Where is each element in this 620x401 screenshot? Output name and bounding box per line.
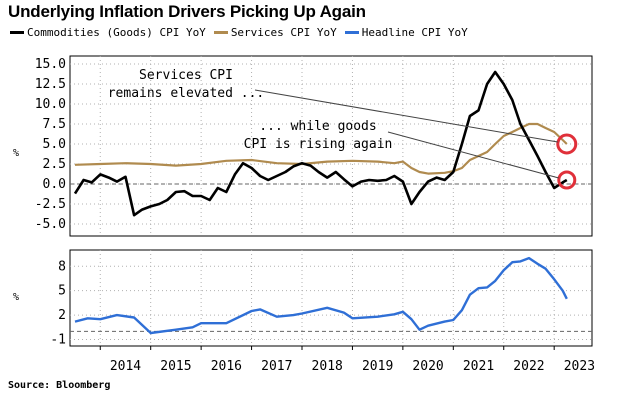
bottom-y-tick-label: 5 (58, 284, 66, 299)
x-tick-label-2015: 2015 (160, 359, 191, 374)
x-tick-label-2019: 2019 (362, 359, 393, 374)
annotation-goods-line1: ... while goods (259, 119, 376, 134)
top-y-tick-label: -5.0 (35, 217, 66, 232)
bottom-panel-frame (69, 249, 593, 347)
chart-title: Underlying Inflation Drivers Picking Up … (8, 2, 366, 21)
legend-label-services: Services CPI YoY (230, 26, 337, 39)
legend-label-headline: Headline CPI YoY (361, 26, 468, 39)
annotation-services-line2: remains elevated ... (108, 86, 265, 101)
x-tick-label-2018: 2018 (312, 359, 343, 374)
bottom-y-tick-label: 2 (58, 308, 66, 323)
x-tick-label-2023: 2023 (564, 359, 595, 374)
legend: Commodities (Goods) CPI YoY Services CPI… (10, 26, 468, 39)
top-y-tick-label: 0.0 (43, 177, 66, 192)
x-tick-label-2021: 2021 (463, 359, 494, 374)
legend-swatch-services (213, 31, 228, 34)
bottom-y-tick-label: 8 (58, 259, 66, 274)
source-note: Source: Bloomberg (8, 380, 111, 391)
legend-item-services: Services CPI YoY (213, 26, 337, 39)
x-tick-label-2017: 2017 (261, 359, 292, 374)
top-y-tick-label: 2.5 (43, 157, 66, 172)
top-y-tick-label: 5.0 (43, 137, 66, 152)
top-y-tick-label: 7.5 (43, 117, 66, 132)
top-y-axis-unit: % (13, 148, 19, 159)
legend-item-commodities: Commodities (Goods) CPI YoY (10, 26, 206, 39)
commodities-cpi-line (73, 70, 568, 217)
services-highlight-circle (556, 133, 578, 155)
legend-label-commodities: Commodities (Goods) CPI YoY (27, 26, 206, 39)
bottom-y-tick-label: -1 (50, 332, 66, 347)
annotation-services-pointer (254, 89, 558, 143)
x-tick-label-2022: 2022 (513, 359, 544, 374)
x-tick-label-2020: 2020 (412, 359, 443, 374)
top-y-tick-label: 12.5 (35, 77, 66, 92)
x-tick-label-2014: 2014 (110, 359, 141, 374)
annotation-services-line1: Services CPI (139, 68, 233, 83)
x-tick-label-2016: 2016 (211, 359, 242, 374)
commodities-highlight-circle (557, 170, 577, 190)
services-cpi-line (74, 122, 568, 175)
top-y-tick-label: 15.0 (35, 57, 66, 72)
bottom-y-axis-unit: % (13, 292, 19, 303)
headline-cpi-line (74, 256, 568, 335)
top-y-tick-label: 10.0 (35, 97, 66, 112)
annotation-goods-pointer (387, 131, 559, 179)
legend-item-headline: Headline CPI YoY (344, 26, 468, 39)
top-panel-frame (69, 55, 593, 237)
legend-swatch-commodities (10, 31, 24, 34)
legend-swatch-headline (344, 31, 359, 34)
top-y-tick-label: -2.5 (35, 197, 66, 212)
annotation-goods-line2: CPI is rising again (244, 137, 393, 152)
